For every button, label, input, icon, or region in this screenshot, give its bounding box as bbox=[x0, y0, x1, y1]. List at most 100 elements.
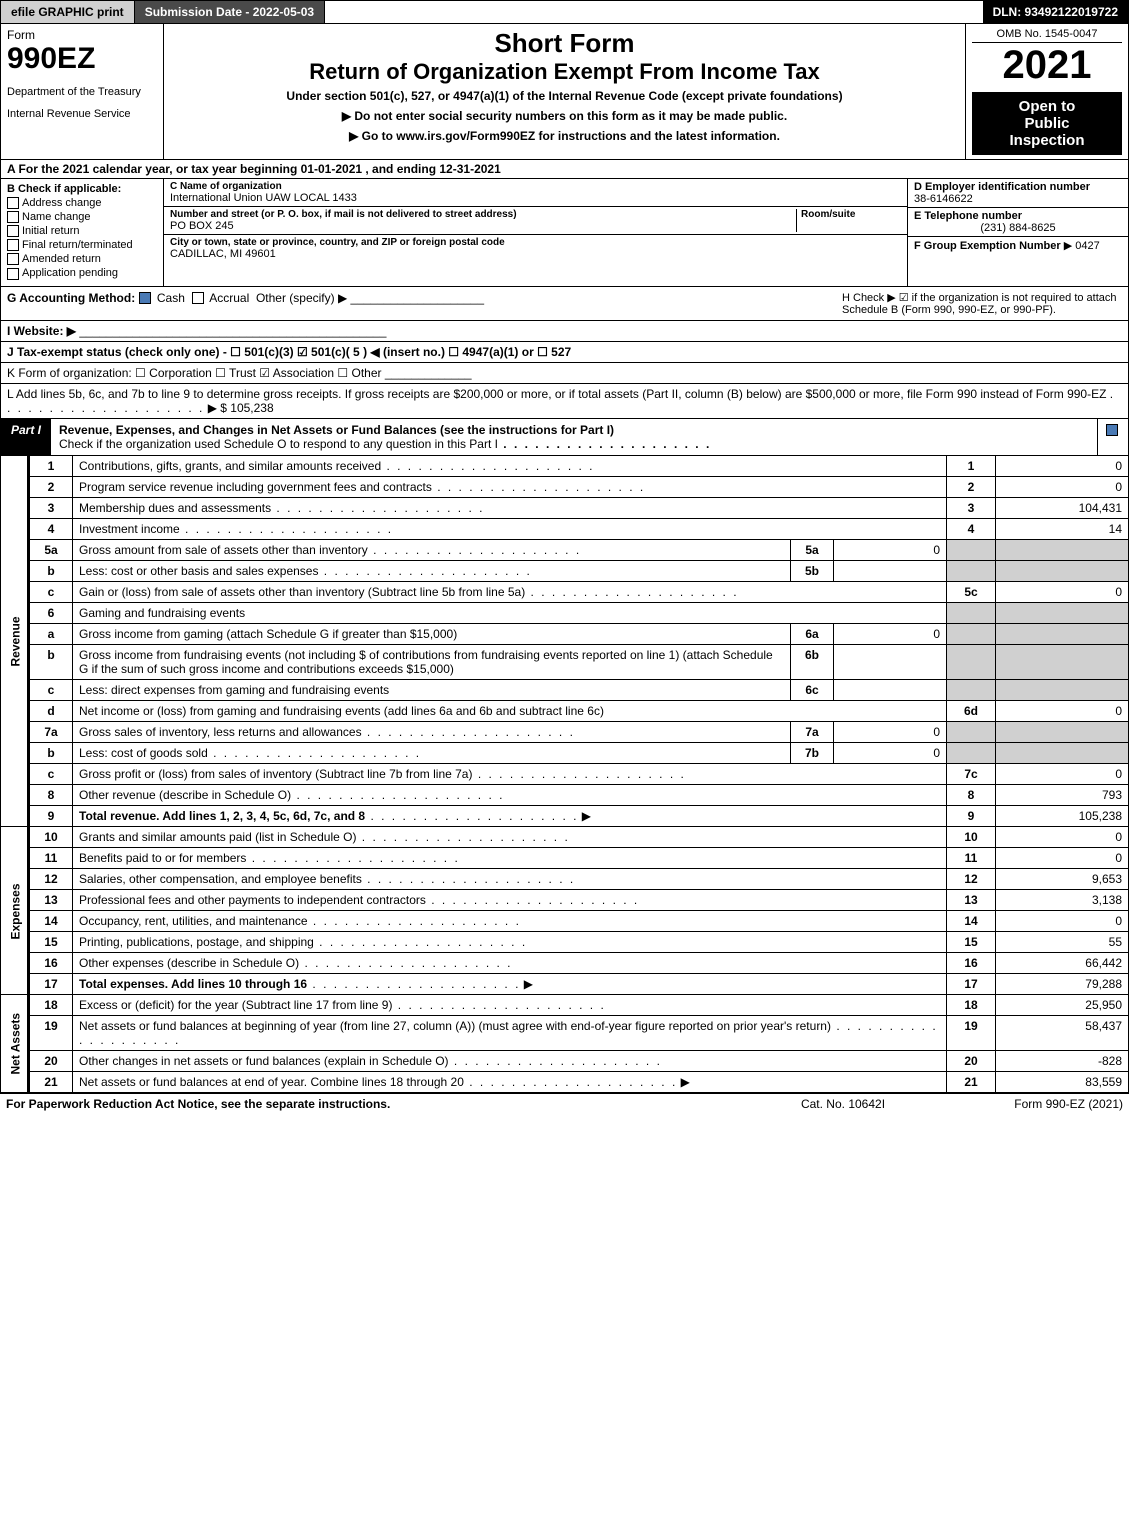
f-label: F Group Exemption Number bbox=[914, 240, 1061, 252]
chk-accrual[interactable] bbox=[192, 292, 204, 304]
top-bar-spacer bbox=[325, 1, 982, 23]
chk-initial-return[interactable]: Initial return bbox=[7, 225, 157, 237]
c-addr-label: Number and street (or P. O. box, if mail… bbox=[170, 209, 796, 220]
row-20: 20Other changes in net assets or fund ba… bbox=[1, 1050, 1129, 1071]
line-l: L Add lines 5b, 6c, and 7b to line 9 to … bbox=[0, 384, 1129, 419]
form-title: Return of Organization Exempt From Incom… bbox=[172, 59, 957, 85]
line-j: J Tax-exempt status (check only one) - ☐… bbox=[0, 342, 1129, 363]
col-c: C Name of organization International Uni… bbox=[164, 179, 908, 286]
g-accrual: Accrual bbox=[209, 291, 249, 305]
c-addr-row: Number and street (or P. O. box, if mail… bbox=[164, 207, 907, 235]
line-l-text: L Add lines 5b, 6c, and 7b to line 9 to … bbox=[7, 387, 1106, 401]
part1-check[interactable] bbox=[1097, 419, 1128, 455]
footer-left: For Paperwork Reduction Act Notice, see … bbox=[6, 1097, 743, 1111]
row-1: Revenue 1Contributions, gifts, grants, a… bbox=[1, 456, 1129, 477]
ein-value: 38-6146622 bbox=[914, 193, 1122, 205]
row-19: 19Net assets or fund balances at beginni… bbox=[1, 1015, 1129, 1050]
row-7b: bLess: cost of goods sold7b0 bbox=[1, 742, 1129, 763]
c-name-label: C Name of organization bbox=[170, 181, 901, 192]
row-6c: cLess: direct expenses from gaming and f… bbox=[1, 679, 1129, 700]
form-subtitle: Under section 501(c), 527, or 4947(a)(1)… bbox=[172, 89, 957, 103]
row-3: 3Membership dues and assessments3104,431 bbox=[1, 497, 1129, 518]
phone-value: (231) 884-8625 bbox=[914, 222, 1122, 234]
d-label: D Employer identification number bbox=[914, 181, 1122, 193]
line-k-text: K Form of organization: ☐ Corporation ☐ … bbox=[7, 366, 382, 380]
b-title: B Check if applicable: bbox=[7, 183, 157, 195]
c-city-label: City or town, state or province, country… bbox=[170, 237, 901, 248]
c-room-label: Room/suite bbox=[801, 209, 901, 220]
chk-address-change[interactable]: Address change bbox=[7, 197, 157, 209]
instr-ssn: ▶ Do not enter social security numbers o… bbox=[172, 109, 957, 123]
line-a: A For the 2021 calendar year, or tax yea… bbox=[0, 160, 1129, 179]
f-row: F Group Exemption Number ▶ 0427 bbox=[908, 237, 1128, 254]
side-netassets: Net Assets bbox=[1, 995, 29, 1093]
col-def: D Employer identification number 38-6146… bbox=[908, 179, 1128, 286]
line-g: G Accounting Method: Cash Accrual Other … bbox=[7, 291, 842, 316]
row-5a: 5aGross amount from sale of assets other… bbox=[1, 539, 1129, 560]
footer-center: Cat. No. 10642I bbox=[743, 1097, 943, 1111]
instr-link[interactable]: ▶ Go to www.irs.gov/Form990EZ for instru… bbox=[172, 129, 957, 143]
line-a-text: A For the 2021 calendar year, or tax yea… bbox=[7, 162, 501, 176]
chk-application-pending[interactable]: Application pending bbox=[7, 267, 157, 279]
org-address: PO BOX 245 bbox=[170, 220, 796, 232]
form-word: Form bbox=[7, 28, 157, 42]
row-6d: dNet income or (loss) from gaming and fu… bbox=[1, 700, 1129, 721]
row-2: 2Program service revenue including gover… bbox=[1, 476, 1129, 497]
d-row: D Employer identification number 38-6146… bbox=[908, 179, 1128, 208]
row-5c: cGain or (loss) from sale of assets othe… bbox=[1, 581, 1129, 602]
row-13: 13Professional fees and other payments t… bbox=[1, 889, 1129, 910]
col-b: B Check if applicable: Address change Na… bbox=[1, 179, 164, 286]
tax-year: 2021 bbox=[972, 43, 1122, 88]
line-j-text: J Tax-exempt status (check only one) - ☐… bbox=[7, 345, 571, 359]
line-gh: G Accounting Method: Cash Accrual Other … bbox=[0, 287, 1129, 321]
open-line2: Public bbox=[974, 115, 1120, 132]
dln-label: DLN: 93492122019722 bbox=[983, 1, 1128, 23]
header-right: OMB No. 1545-0047 2021 Open to Public In… bbox=[966, 24, 1128, 159]
footer: For Paperwork Reduction Act Notice, see … bbox=[0, 1093, 1129, 1114]
submission-date-button[interactable]: Submission Date - 2022-05-03 bbox=[135, 1, 325, 23]
row-5b: bLess: cost or other basis and sales exp… bbox=[1, 560, 1129, 581]
line-k: K Form of organization: ☐ Corporation ☐ … bbox=[0, 363, 1129, 384]
header-center: Short Form Return of Organization Exempt… bbox=[164, 24, 966, 159]
c-name-row: C Name of organization International Uni… bbox=[164, 179, 907, 207]
dept-irs: Internal Revenue Service bbox=[7, 108, 157, 120]
row-7c: cGross profit or (loss) from sales of in… bbox=[1, 763, 1129, 784]
row-10: Expenses 10Grants and similar amounts pa… bbox=[1, 827, 1129, 848]
row-11: 11Benefits paid to or for members110 bbox=[1, 847, 1129, 868]
row-8: 8Other revenue (describe in Schedule O)8… bbox=[1, 784, 1129, 805]
netassets-table: Net Assets 18Excess or (deficit) for the… bbox=[0, 995, 1129, 1093]
row-6: 6Gaming and fundraising events bbox=[1, 602, 1129, 623]
open-line3: Inspection bbox=[974, 132, 1120, 149]
efile-print-button[interactable]: efile GRAPHIC print bbox=[1, 1, 135, 23]
part1-header: Part I Revenue, Expenses, and Changes in… bbox=[0, 419, 1129, 456]
org-name: International Union UAW LOCAL 1433 bbox=[170, 192, 901, 204]
row-17: 17Total expenses. Add lines 10 through 1… bbox=[1, 973, 1129, 994]
section-bcdef: B Check if applicable: Address change Na… bbox=[0, 179, 1129, 287]
e-label: E Telephone number bbox=[914, 210, 1122, 222]
group-exemption-value: ▶ 0427 bbox=[1064, 240, 1100, 252]
row-18: Net Assets 18Excess or (deficit) for the… bbox=[1, 995, 1129, 1016]
chk-name-change[interactable]: Name change bbox=[7, 211, 157, 223]
part1-title: Revenue, Expenses, and Changes in Net As… bbox=[51, 419, 1097, 455]
short-form-title: Short Form bbox=[172, 28, 957, 59]
row-21: 21Net assets or fund balances at end of … bbox=[1, 1071, 1129, 1092]
row-12: 12Salaries, other compensation, and empl… bbox=[1, 868, 1129, 889]
g-cash: Cash bbox=[157, 291, 185, 305]
org-city: CADILLAC, MI 49601 bbox=[170, 248, 901, 260]
e-row: E Telephone number (231) 884-8625 bbox=[908, 208, 1128, 237]
row-6a: aGross income from gaming (attach Schedu… bbox=[1, 623, 1129, 644]
chk-final-return[interactable]: Final return/terminated bbox=[7, 239, 157, 251]
omb-number: OMB No. 1545-0047 bbox=[972, 28, 1122, 43]
g-other: Other (specify) ▶ bbox=[256, 291, 347, 305]
form-header: Form 990EZ Department of the Treasury In… bbox=[0, 24, 1129, 160]
line-i-label: I Website: ▶ bbox=[7, 324, 76, 338]
g-label: G Accounting Method: bbox=[7, 291, 135, 305]
c-city-row: City or town, state or province, country… bbox=[164, 235, 907, 262]
row-4: 4Investment income414 bbox=[1, 518, 1129, 539]
header-left: Form 990EZ Department of the Treasury In… bbox=[1, 24, 164, 159]
line-l-value: ▶ $ 105,238 bbox=[208, 401, 274, 415]
chk-cash[interactable] bbox=[139, 292, 151, 304]
row-6b: bGross income from fundraising events (n… bbox=[1, 644, 1129, 679]
side-expenses: Expenses bbox=[1, 827, 29, 995]
chk-amended-return[interactable]: Amended return bbox=[7, 253, 157, 265]
